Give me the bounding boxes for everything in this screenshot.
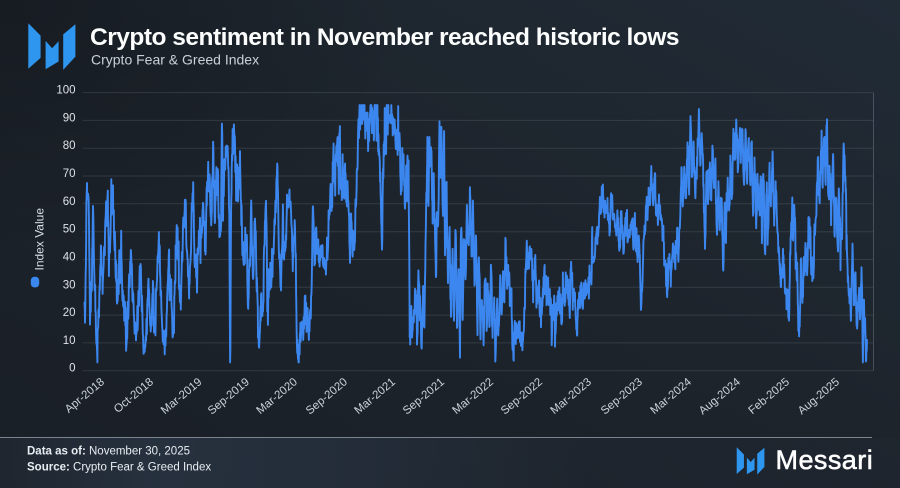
svg-text:30: 30 [63, 279, 76, 291]
svg-text:Messari: Messari [776, 445, 874, 475]
svg-text:60: 60 [63, 196, 76, 208]
svg-text:Crypto Fear & Greed Index: Crypto Fear & Greed Index [91, 52, 259, 68]
svg-text:50: 50 [63, 224, 76, 236]
svg-text:Source: Crypto Fear & Greed In: Source: Crypto Fear & Greed Index [27, 462, 211, 474]
svg-text:90: 90 [63, 112, 76, 124]
svg-text:10: 10 [63, 335, 76, 347]
svg-text:80: 80 [63, 140, 76, 152]
svg-text:40: 40 [63, 252, 76, 264]
svg-text:0: 0 [69, 363, 75, 375]
svg-text:70: 70 [63, 168, 76, 180]
svg-text:Crypto sentiment in November r: Crypto sentiment in November reached his… [90, 24, 679, 51]
svg-text:Index Value: Index Value [33, 208, 47, 271]
svg-text:100: 100 [56, 85, 75, 97]
svg-text:20: 20 [63, 307, 76, 319]
svg-text:Data as of: November 30, 2025: Data as of: November 30, 2025 [27, 446, 190, 458]
